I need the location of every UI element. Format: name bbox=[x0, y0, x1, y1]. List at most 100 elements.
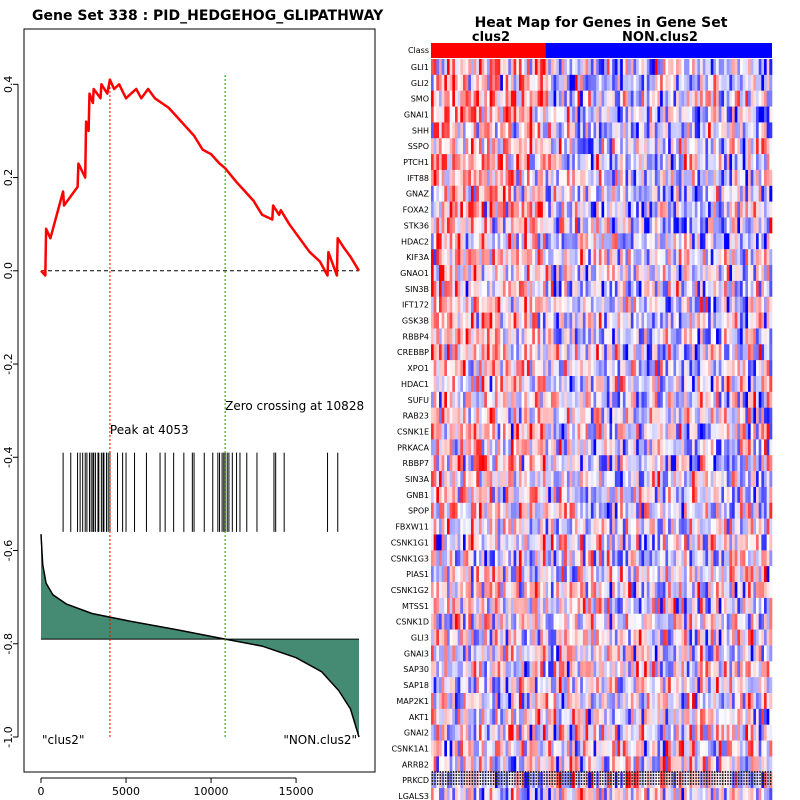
heatmap-cell bbox=[505, 344, 509, 361]
heatmap-cell bbox=[748, 296, 751, 313]
heatmap-cell bbox=[649, 201, 653, 218]
heatmap-cell bbox=[476, 645, 480, 662]
heatmap-cell bbox=[518, 74, 522, 91]
heatmap-cell bbox=[766, 59, 770, 76]
heatmap-cell bbox=[668, 502, 672, 519]
heatmap-cell bbox=[761, 217, 765, 234]
heatmap-cell bbox=[518, 645, 522, 662]
heatmap-cell bbox=[468, 471, 472, 488]
heatmap-cell bbox=[620, 74, 624, 91]
heatmap-cell bbox=[585, 360, 589, 377]
heatmap-cell bbox=[625, 391, 629, 408]
heatmap-cell bbox=[588, 423, 592, 440]
heatmap-cell bbox=[745, 90, 749, 107]
heatmap-cell bbox=[502, 122, 506, 139]
heatmap-cell bbox=[692, 471, 696, 488]
heatmap-cell bbox=[748, 645, 751, 662]
heatmap-cell bbox=[678, 201, 682, 218]
heatmap-cell bbox=[526, 154, 530, 171]
heatmap-cell bbox=[718, 138, 722, 155]
heatmap-cell bbox=[633, 629, 637, 646]
heatmap-cell bbox=[670, 344, 674, 361]
heatmap-cell bbox=[670, 169, 674, 186]
heatmap-cell bbox=[502, 90, 506, 107]
heatmap-cell bbox=[566, 74, 570, 91]
heatmap-cell bbox=[590, 59, 594, 76]
heatmap-cell bbox=[526, 439, 530, 456]
heatmap-cell bbox=[460, 376, 464, 393]
heatmap-cell bbox=[505, 597, 509, 614]
heatmap-cell bbox=[633, 597, 637, 614]
heatmap-cell bbox=[681, 106, 685, 123]
heatmap-cell bbox=[630, 455, 634, 472]
heatmap-cell bbox=[662, 233, 666, 250]
heatmap-cell bbox=[726, 201, 730, 218]
heatmap-cell bbox=[633, 106, 637, 123]
heatmap-cell bbox=[758, 566, 762, 583]
heatmap-cell bbox=[761, 265, 765, 282]
heatmap-cell bbox=[446, 439, 450, 456]
heatmap-cell bbox=[748, 138, 751, 155]
heatmap-cell bbox=[737, 122, 741, 139]
heatmap-cell bbox=[636, 486, 640, 503]
heatmap-cell bbox=[750, 566, 754, 583]
heatmap-cell bbox=[454, 217, 458, 234]
heatmap-cell bbox=[609, 582, 613, 599]
heatmap-cell bbox=[614, 471, 618, 488]
heatmap-cell bbox=[681, 360, 685, 377]
heatmap-cell bbox=[550, 265, 554, 282]
heatmap-cell bbox=[734, 518, 738, 535]
heatmap-cell bbox=[684, 74, 688, 91]
heatmap-cell bbox=[740, 518, 743, 535]
ranked-metric-panel bbox=[40, 534, 360, 738]
heatmap-cell bbox=[500, 566, 504, 583]
heatmap-cell bbox=[481, 296, 485, 313]
heatmap-cell bbox=[662, 391, 666, 408]
heatmap-cell bbox=[652, 376, 656, 393]
heatmap-cell bbox=[697, 312, 701, 329]
heatmap-cell bbox=[678, 645, 682, 662]
heatmap-cell bbox=[489, 185, 493, 202]
heatmap-cell bbox=[724, 265, 728, 282]
heatmap-cell bbox=[465, 407, 469, 424]
heatmap-cell bbox=[684, 265, 688, 282]
heatmap-cell bbox=[468, 154, 472, 171]
heatmap-cell bbox=[513, 582, 517, 599]
heatmap-cell bbox=[572, 328, 576, 345]
heatmap-cell bbox=[713, 645, 717, 662]
heatmap-cell bbox=[449, 423, 453, 440]
heatmap-cell bbox=[766, 74, 770, 91]
heatmap-cell bbox=[537, 233, 541, 250]
heatmap-cell bbox=[548, 90, 552, 107]
heatmap-cell bbox=[718, 265, 722, 282]
heatmap-cell bbox=[534, 233, 538, 250]
heatmap-cell bbox=[564, 249, 568, 266]
heatmap-cell bbox=[598, 629, 602, 646]
heatmap-cell bbox=[636, 249, 640, 266]
heatmap-cell bbox=[566, 217, 570, 234]
heatmap-cell bbox=[694, 233, 698, 250]
heatmap-cell bbox=[633, 582, 637, 599]
heatmap-cell bbox=[494, 249, 498, 266]
heatmap-cell bbox=[601, 217, 605, 234]
heatmap-cell bbox=[585, 439, 589, 456]
heatmap-cell bbox=[510, 407, 514, 424]
heatmap-cell bbox=[614, 217, 618, 234]
heatmap-cell bbox=[732, 312, 735, 329]
heatmap-cell bbox=[740, 613, 743, 630]
heatmap-cell bbox=[540, 59, 544, 76]
heatmap-cell bbox=[686, 439, 690, 456]
heatmap-cell bbox=[585, 280, 589, 297]
heatmap-cell bbox=[606, 138, 610, 155]
heatmap-cell bbox=[585, 312, 589, 329]
heatmap-cell bbox=[489, 645, 493, 662]
heatmap-cell bbox=[433, 312, 437, 329]
heatmap-cell bbox=[742, 534, 746, 551]
heatmap-cell bbox=[465, 122, 469, 139]
heatmap-cell bbox=[436, 376, 440, 393]
heatmap-cell bbox=[665, 233, 669, 250]
heatmap-cell bbox=[641, 154, 645, 171]
heatmap-cell bbox=[692, 154, 696, 171]
heatmap-cell bbox=[654, 582, 658, 599]
heatmap-cell bbox=[705, 201, 709, 218]
